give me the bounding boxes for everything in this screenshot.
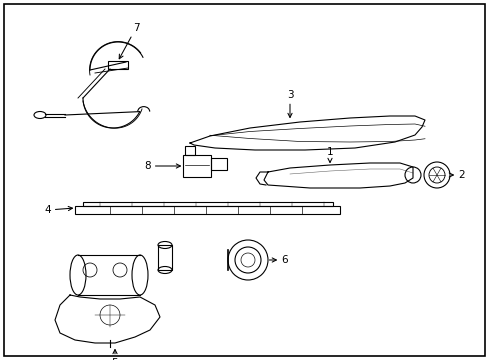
Text: 6: 6 xyxy=(269,255,288,265)
Text: 2: 2 xyxy=(448,170,465,180)
Text: 1: 1 xyxy=(326,147,333,162)
Text: 5: 5 xyxy=(111,350,118,360)
Text: 7: 7 xyxy=(119,23,139,59)
Text: 4: 4 xyxy=(44,205,72,215)
Text: 8: 8 xyxy=(144,161,180,171)
Text: 3: 3 xyxy=(286,90,293,117)
